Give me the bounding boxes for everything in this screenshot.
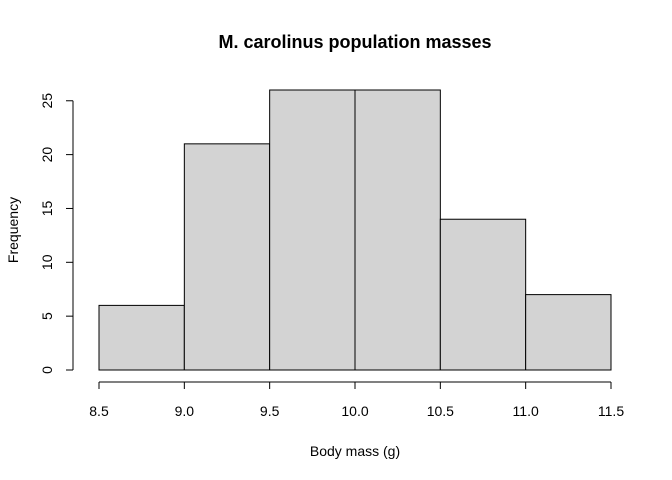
- x-tick-label-4: 10.0: [341, 403, 368, 419]
- x-tick-label-1: 8.5: [89, 403, 109, 419]
- histogram-bar-4: [354, 89, 441, 371]
- x-tick-label-3: 9.5: [260, 403, 280, 419]
- y-tick-label-4: 15: [39, 200, 55, 216]
- y-tick-label-1: 0: [39, 366, 55, 374]
- histogram-bar-5: [439, 218, 527, 371]
- x-axis-label: Body mass (g): [310, 443, 400, 459]
- y-tick-label-2: 5: [39, 312, 55, 320]
- histogram-bar-6: [525, 294, 612, 371]
- y-axis-label: Frequency: [5, 197, 21, 263]
- y-tick-label-6: 25: [39, 93, 55, 109]
- histogram-bars: [98, 89, 612, 371]
- chart-title: M. carolinus population masses: [218, 32, 491, 52]
- x-tick-label-6: 11.0: [513, 403, 539, 419]
- histogram-bar-1: [98, 304, 185, 371]
- histogram-bar-2: [183, 143, 271, 371]
- y-tick-label-3: 10: [39, 254, 55, 270]
- y-tick-label-5: 20: [39, 147, 55, 163]
- y-axis-ticks: 0 5 10 15 20 25: [39, 93, 73, 374]
- x-tick-label-7: 11.5: [598, 403, 624, 419]
- x-tick-label-2: 9.0: [175, 403, 195, 419]
- x-tick-label-5: 10.5: [427, 403, 454, 419]
- histogram-bar-3: [269, 89, 356, 371]
- x-axis-ticks: 8.5 9.0 9.5 10.0 10.5 11.0 11.5: [89, 382, 624, 419]
